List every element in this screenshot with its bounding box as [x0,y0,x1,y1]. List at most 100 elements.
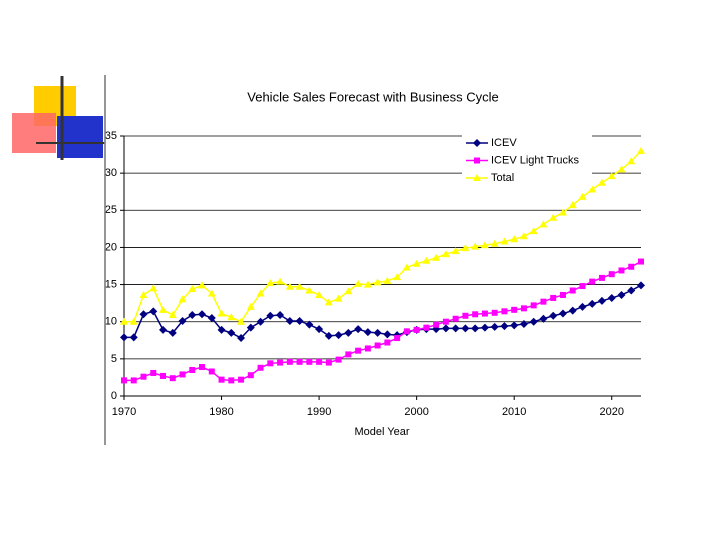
marker [511,306,518,313]
y-tick-label: 20 [105,241,117,253]
marker [627,286,636,295]
marker [579,283,586,290]
marker [169,375,176,382]
marker [315,290,324,298]
marker [529,227,538,235]
marker [120,333,128,342]
marker [637,281,645,290]
marker [384,339,391,346]
marker [627,157,636,165]
marker [578,192,587,200]
marker [354,279,363,287]
x-tick-label: 1970 [112,406,136,418]
marker [139,290,148,298]
marker [433,321,440,328]
marker [519,232,528,240]
marker [480,323,489,332]
x-tick-label: 2010 [502,406,526,418]
marker [473,139,481,147]
marker [519,319,528,328]
marker [217,309,226,317]
legend-label: ICEV Light Trucks [491,154,580,166]
marker [305,320,314,329]
marker [276,311,285,320]
marker [578,302,587,311]
deco-square [57,116,103,158]
marker [462,312,469,319]
marker [334,294,343,302]
marker [247,372,254,379]
marker [237,317,246,325]
marker [550,294,557,301]
x-tick-label: 2020 [599,406,623,418]
marker [549,311,558,320]
marker [461,244,470,252]
marker [188,285,197,293]
marker [354,325,363,334]
marker [324,331,333,340]
marker [316,358,323,365]
marker [199,364,206,371]
marker [480,241,489,249]
marker [364,345,371,352]
marker [432,253,441,261]
marker [363,328,372,337]
marker [306,358,313,365]
marker [569,287,576,294]
marker [403,328,410,335]
marker [588,299,597,308]
y-tick-label: 5 [111,353,117,365]
marker [256,289,265,297]
marker [198,281,207,289]
marker [345,351,352,358]
marker [412,259,421,267]
y-tick-label: 0 [111,390,117,402]
marker [608,271,615,278]
marker [228,377,235,384]
marker [160,372,167,379]
marker [129,317,138,325]
marker [238,376,245,383]
marker [588,185,597,193]
marker [374,342,381,349]
marker [266,311,275,320]
marker [441,250,450,258]
marker [188,311,197,320]
marker [558,309,567,318]
marker [472,311,479,318]
marker [150,369,157,376]
marker [227,313,236,321]
marker [501,308,508,315]
marker [315,325,324,334]
marker [452,315,459,322]
legend: ICEV ICEV Light Trucks Total [462,134,592,188]
marker [628,263,635,270]
marker [394,335,401,342]
y-tick-label: 15 [105,278,117,290]
marker [276,277,285,285]
marker [139,310,148,319]
marker [324,298,333,306]
marker [402,263,411,271]
marker [637,146,645,154]
marker [373,328,382,337]
marker [617,290,626,299]
marker [178,295,187,303]
marker [461,324,470,333]
marker [129,333,138,342]
marker [179,371,186,378]
marker [246,302,255,310]
marker [442,318,449,325]
x-tick-label: 2000 [404,406,428,418]
marker [451,247,460,255]
marker [355,347,362,354]
marker [510,235,519,243]
marker [285,282,294,290]
marker [549,213,558,221]
marker [218,376,225,383]
marker [189,367,196,373]
legend-label: Total [491,172,514,184]
marker [178,316,187,325]
